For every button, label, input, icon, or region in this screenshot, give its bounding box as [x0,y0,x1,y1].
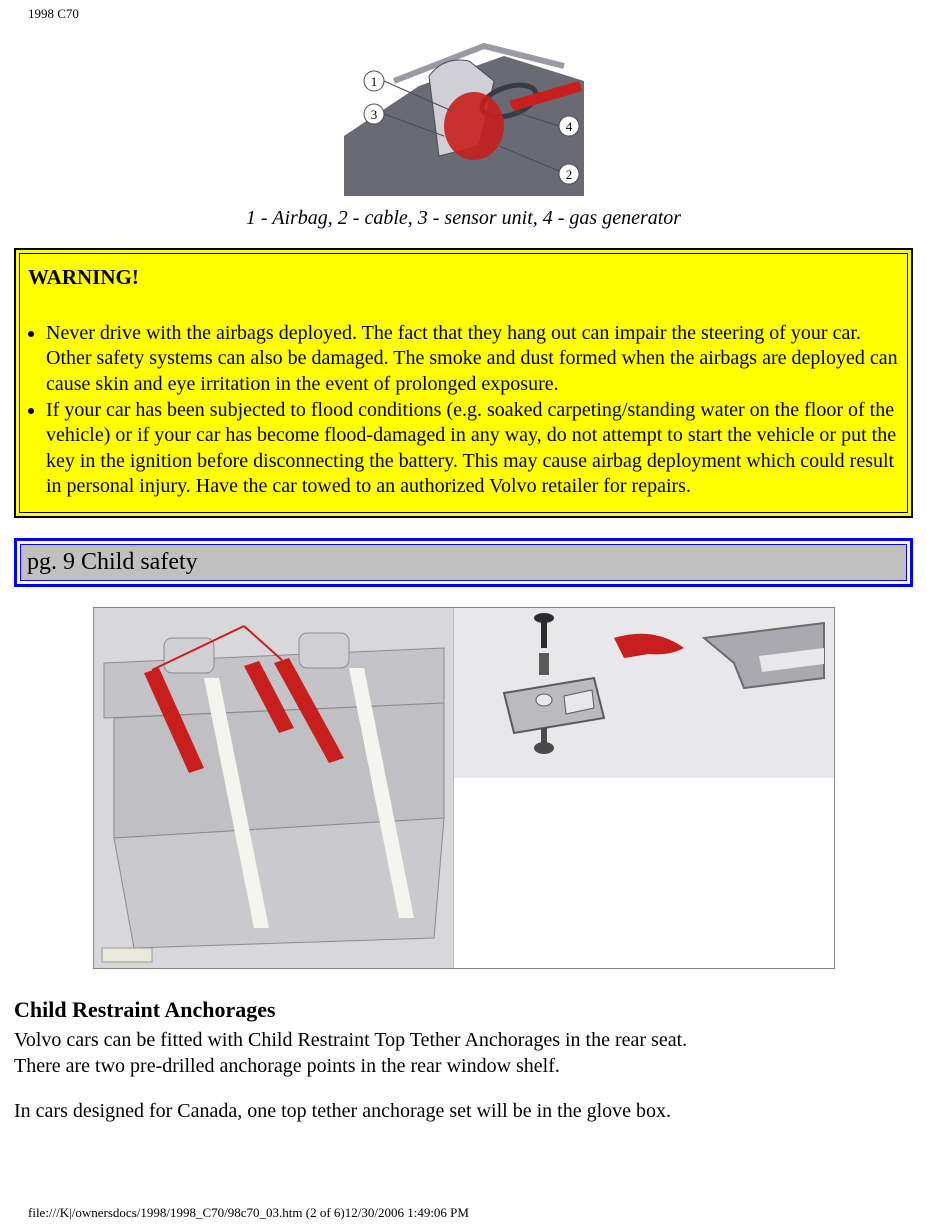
body-line: Volvo cars can be fitted with Child Rest… [14,1028,913,1054]
body-line: In cars designed for Canada, one top tet… [14,1099,913,1125]
tether-diagram [0,607,927,974]
body-text: Child Restraint Anchorages Volvo cars ca… [14,996,913,1125]
body-line: There are two pre-drilled anchorage poin… [14,1054,913,1080]
warning-list: Never drive with the airbags deployed. T… [28,321,899,500]
airbag-label-2: 2 [565,167,572,182]
warning-box: WARNING! Never drive with the airbags de… [14,248,913,518]
page-header: 1998 C70 [0,0,927,22]
airbag-label-4: 4 [565,119,572,134]
warning-title: WARNING! [28,264,899,291]
airbag-diagram: 1 3 2 4 [0,26,927,201]
airbag-label-3: 3 [370,107,377,122]
warning-item: Never drive with the airbags deployed. T… [46,321,899,398]
section-heading: pg. 9 Child safety [20,544,907,581]
page-footer: file:///K|/ownersdocs/1998/1998_C70/98c7… [0,1145,927,1229]
warning-item: If your car has been subjected to flood … [46,398,899,500]
airbag-caption: 1 - Airbag, 2 - cable, 3 - sensor unit, … [0,207,927,230]
child-restraint-heading: Child Restraint Anchorages [14,996,913,1024]
airbag-label-1: 1 [370,74,377,89]
section-heading-box: pg. 9 Child safety [14,538,913,587]
